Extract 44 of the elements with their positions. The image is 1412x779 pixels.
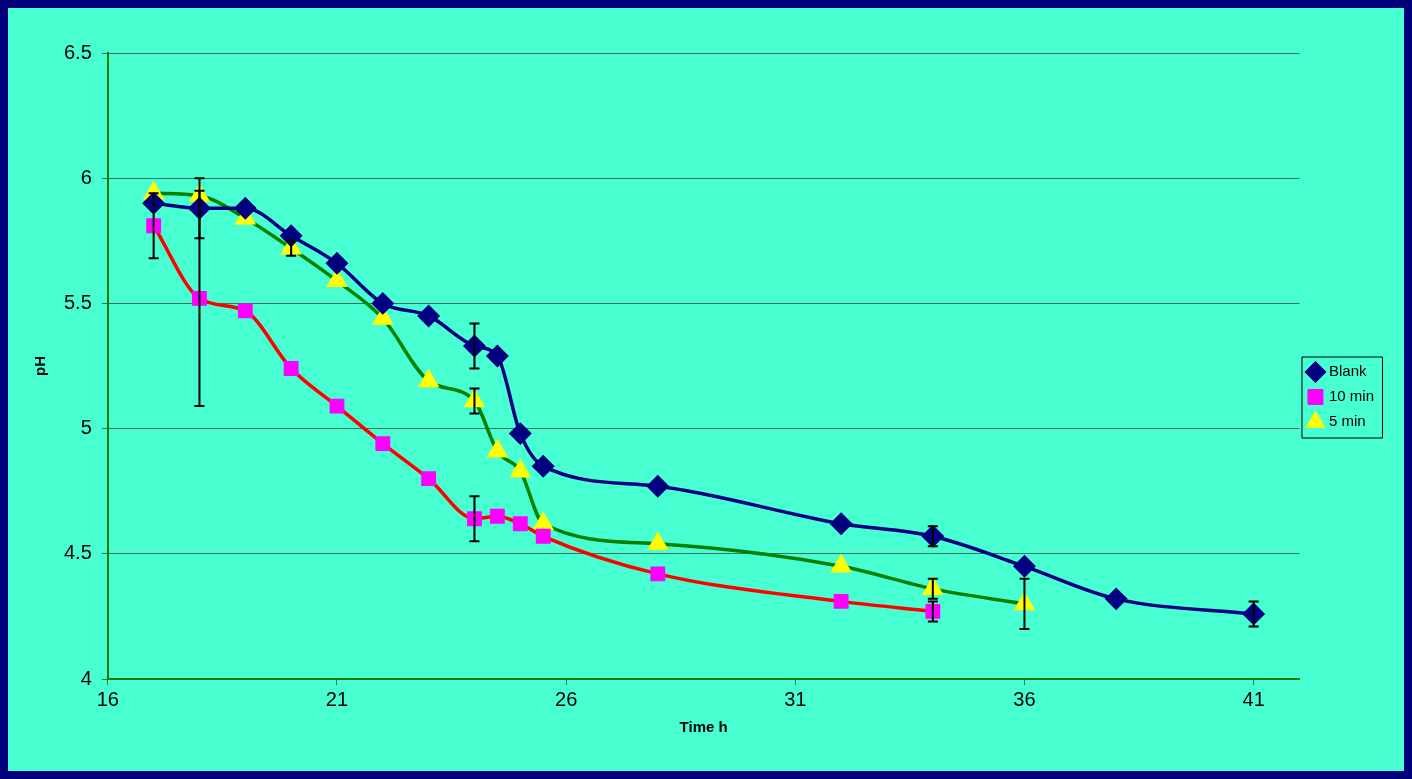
point [1013, 555, 1036, 578]
point [487, 440, 507, 458]
legend-label: 10 min [1328, 387, 1375, 405]
point [421, 471, 437, 487]
y-tick-label: 5 [80, 416, 92, 439]
point [372, 292, 394, 315]
point [648, 533, 668, 551]
point [532, 455, 554, 477]
point [512, 516, 528, 532]
point [375, 436, 391, 452]
legend-label: Blank [1328, 362, 1367, 380]
legend-label: 5 min [1328, 412, 1366, 430]
point [535, 528, 551, 544]
point [533, 513, 553, 530]
y-axis-title: pH [31, 356, 49, 376]
x-tick-label: 21 [325, 687, 349, 710]
y-tick-label: 6.5 [63, 40, 92, 63]
point [1105, 588, 1127, 610]
point [833, 593, 849, 609]
y-tick-label: 6 [80, 165, 92, 188]
point [237, 303, 253, 319]
x-tick-label: 41 [1242, 687, 1265, 710]
x-axis-title: Time h [679, 718, 728, 736]
x-tick-label: 36 [1013, 687, 1036, 710]
x-tick-label: 26 [555, 687, 578, 710]
point [509, 422, 532, 445]
y-tick-label: 4 [80, 666, 92, 689]
point [417, 305, 440, 327]
point [830, 513, 852, 535]
point [283, 361, 299, 376]
point [486, 345, 509, 367]
x-tick-label: 31 [784, 687, 807, 710]
point [326, 252, 348, 275]
y-tick-label: 4.5 [63, 541, 92, 564]
point [647, 475, 669, 497]
x-tick-label: 16 [96, 687, 119, 710]
y-tick-label: 5.5 [63, 290, 92, 313]
point [327, 270, 347, 288]
point [489, 508, 505, 524]
point [650, 566, 666, 582]
point [419, 370, 439, 388]
point [234, 197, 257, 219]
point [510, 460, 530, 478]
point [329, 398, 345, 414]
